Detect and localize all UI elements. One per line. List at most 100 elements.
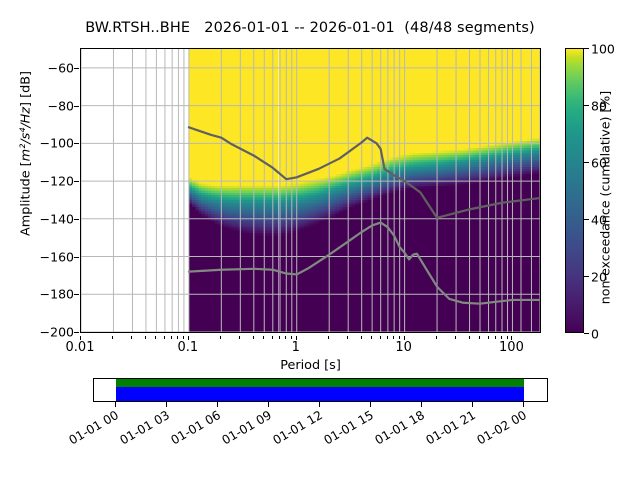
x-minor-tick-mark	[506, 336, 508, 339]
x-tick-mark	[187, 336, 189, 340]
x-minor-tick-mark	[144, 336, 146, 339]
y-tick-label: −80	[47, 98, 74, 114]
colorbar-tick-mark	[584, 276, 589, 277]
colorbar-tick-label: 40	[591, 212, 607, 228]
y-tick-label: −60	[47, 60, 74, 76]
x-minor-tick-mark	[494, 336, 496, 339]
y-tick-label: −140	[39, 211, 74, 227]
x-minor-tick-mark	[220, 336, 222, 339]
y-tick-mark	[74, 181, 79, 183]
x-minor-tick-mark	[263, 336, 265, 339]
y-tick-mark	[74, 143, 79, 145]
x-minor-tick-mark	[436, 336, 438, 339]
y-tick-labels: −60 −80 −100 −120 −140 −160 −180 −200	[0, 48, 74, 339]
timeline-tick-label: 01-01 00	[66, 408, 121, 448]
x-minor-tick-mark	[393, 336, 395, 339]
y-tick-label: −100	[39, 135, 74, 151]
y-tick-mark	[74, 256, 79, 258]
colorbar-title: non-exceedance (cumulative) [%]	[597, 90, 613, 305]
x-tick-mark	[295, 336, 297, 340]
timeline-tick-label: 01-01 06	[168, 408, 223, 448]
x-minor-tick-mark	[285, 336, 287, 339]
colorbar-tick-label: 0	[591, 326, 599, 342]
x-minor-tick-mark	[182, 336, 184, 339]
timeline-tick-label: 01-01 03	[117, 408, 172, 448]
x-minor-tick-mark	[155, 336, 157, 339]
timeline-tick-label: 01-01 18	[372, 408, 428, 448]
y-tick-mark	[74, 67, 79, 69]
colorbar	[565, 48, 584, 333]
x-tick-mark	[511, 336, 513, 340]
timeline-tick-label: 01-01 21	[423, 408, 479, 448]
x-minor-tick-mark	[279, 336, 281, 339]
ppsd-plot-svg	[81, 49, 540, 332]
page-title: BW.RTSH..BHE 2026-01-01 -- 2026-01-01 (4…	[85, 20, 535, 36]
colorbar-tick-mark	[584, 162, 589, 163]
x-tick-label: 0.01	[65, 340, 95, 355]
x-tick-labels: 0.01 0.1 1 10 100	[66, 336, 541, 358]
x-tick-mark	[403, 336, 405, 340]
x-minor-tick-mark	[360, 336, 362, 339]
x-minor-tick-mark	[112, 336, 114, 339]
x-minor-tick-mark	[271, 336, 273, 339]
timeline-tick-label: 01-01 09	[219, 408, 274, 448]
x-minor-tick-mark	[163, 336, 165, 339]
x-minor-tick-mark	[487, 336, 489, 339]
timeline-tick-label: 01-01 12	[270, 408, 325, 448]
x-tick-label: 0.1	[177, 340, 199, 355]
x-minor-tick-mark	[171, 336, 173, 339]
x-minor-tick-mark	[468, 336, 470, 339]
x-minor-tick-mark	[177, 336, 179, 339]
timeline-bar-data-coverage[interactable]	[115, 387, 525, 401]
x-minor-tick-mark	[252, 336, 254, 339]
colorbar-tick-mark	[584, 333, 589, 334]
timeline-tick-mark	[165, 402, 167, 407]
timeline-tick-mark	[369, 402, 371, 407]
timeline-tick-mark	[267, 402, 269, 407]
coverage-timeline[interactable]	[93, 378, 548, 402]
noise-model-nhnm-curve	[187, 126, 540, 219]
x-tick-mark	[80, 336, 81, 340]
x-minor-tick-mark	[239, 336, 241, 339]
y-tick-label: −120	[39, 173, 74, 189]
timeline-tick-mark	[216, 402, 218, 407]
ppsd-histogram-cells	[188, 49, 540, 332]
colorbar-tick-mark	[584, 219, 589, 220]
x-minor-tick-mark	[398, 336, 400, 339]
y-tick-mark	[74, 218, 79, 220]
y-tick-label: −200	[39, 324, 74, 340]
timeline-tick-label: 01-02 00	[474, 408, 530, 448]
colorbar-tick-label: 100	[591, 41, 615, 57]
x-minor-tick-mark	[455, 336, 457, 339]
timeline-tick-label: 01-01 15	[321, 408, 376, 448]
x-minor-tick-mark	[328, 336, 330, 339]
noise-model-nlnm-curve	[187, 221, 540, 305]
timeline-tick-mark	[421, 402, 423, 407]
timeline-tick-mark	[114, 402, 116, 407]
ppsd-plot-area[interactable]	[80, 48, 541, 333]
timeline-tick-mark	[523, 402, 525, 407]
x-minor-tick-mark	[131, 336, 133, 339]
x-minor-tick-mark	[501, 336, 502, 339]
y-tick-label: −160	[39, 249, 74, 265]
y-tick-marks	[0, 48, 80, 333]
x-tick-label: 1	[291, 340, 300, 355]
x-minor-tick-mark	[379, 336, 381, 339]
x-minor-tick-mark	[478, 336, 480, 339]
x-tick-label: 10	[395, 340, 412, 355]
x-minor-tick-mark	[290, 336, 292, 339]
x-tick-label: 100	[499, 340, 524, 355]
timeline-tick-marks	[93, 402, 548, 408]
y-tick-label: −180	[39, 286, 74, 302]
colorbar-tick-mark	[584, 48, 589, 49]
timeline-tick-mark	[472, 402, 474, 407]
colorbar-tick-label: 20	[591, 269, 607, 285]
x-minor-tick-mark	[347, 336, 349, 339]
x-minor-tick-mark	[371, 336, 373, 339]
y-tick-mark	[74, 105, 79, 107]
x-axis-title: Period [s]	[280, 358, 341, 373]
colorbar-tick-label: 80	[591, 98, 607, 114]
timeline-tick-labels: 01-01 00 01-01 03 01-01 06 01-01 09 01-01 12…	[0, 408, 640, 478]
timeline-bar-psd-coverage[interactable]	[115, 379, 525, 387]
